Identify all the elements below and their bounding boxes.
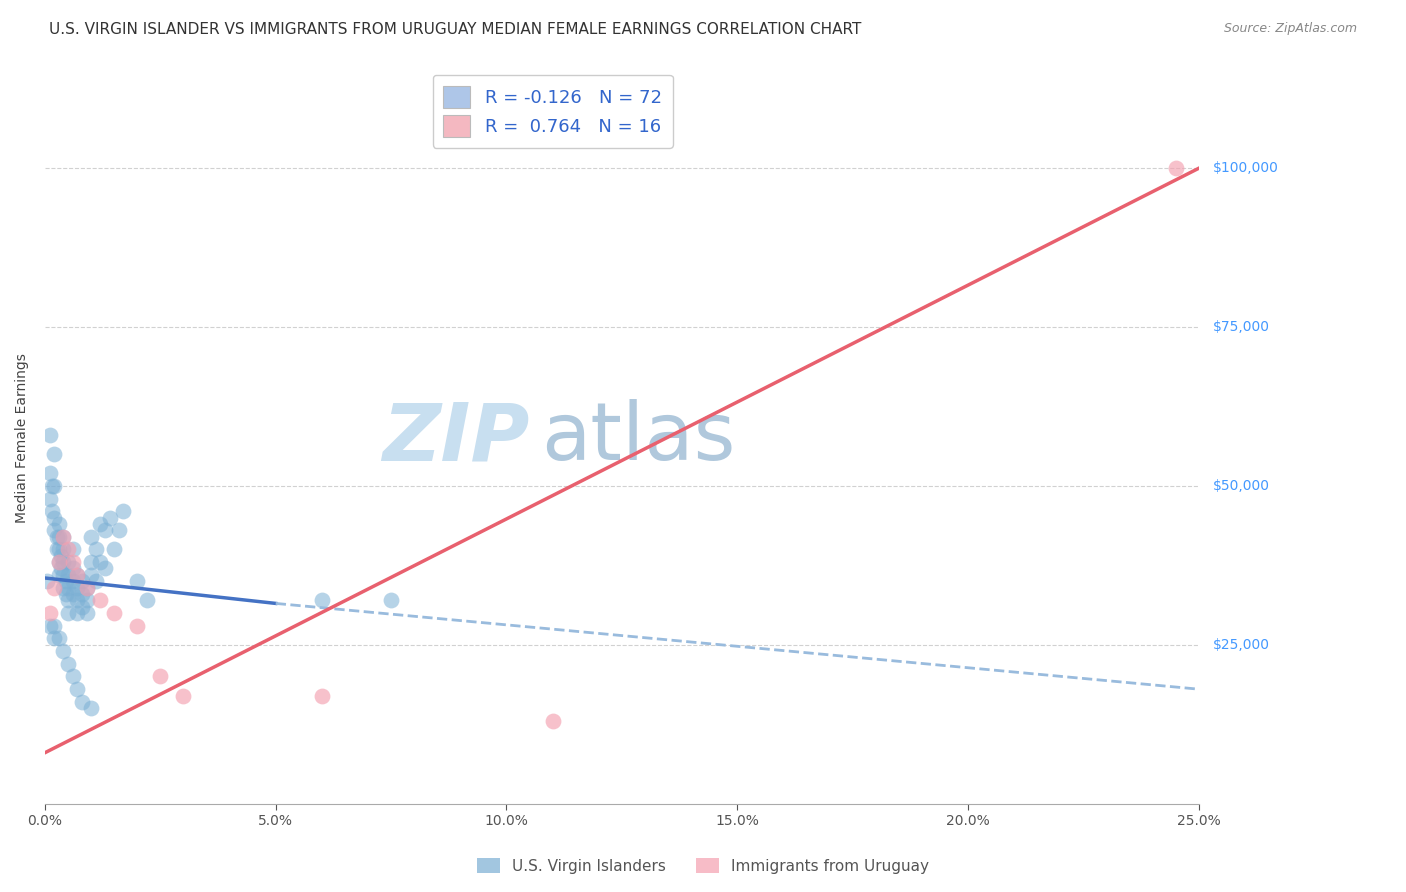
Point	[37, 574, 59, 589]
Point	[52, 567, 75, 582]
Point	[38, 466, 60, 480]
Point	[45, 530, 67, 544]
Point	[541, 714, 564, 728]
Point	[127, 618, 149, 632]
Point	[66, 682, 89, 697]
Point	[44, 447, 66, 461]
Point	[56, 567, 79, 582]
Point	[1164, 161, 1187, 176]
Point	[52, 581, 75, 595]
Point	[70, 695, 93, 709]
Point	[48, 567, 70, 582]
Point	[56, 555, 79, 569]
Point	[80, 555, 103, 569]
Point	[48, 516, 70, 531]
Point	[172, 689, 194, 703]
Point	[52, 530, 75, 544]
Point	[380, 593, 402, 607]
Text: atlas: atlas	[541, 400, 735, 477]
Point	[66, 581, 89, 595]
Point	[76, 581, 98, 595]
Point	[44, 479, 66, 493]
Point	[76, 593, 98, 607]
Point	[66, 606, 89, 620]
Point	[80, 567, 103, 582]
Legend: U.S. Virgin Islanders, Immigrants from Uruguay: U.S. Virgin Islanders, Immigrants from U…	[471, 852, 935, 880]
Point	[45, 542, 67, 557]
Text: $25,000: $25,000	[1212, 638, 1270, 652]
Point	[56, 657, 79, 671]
Point	[89, 593, 111, 607]
Point	[62, 574, 84, 589]
Point	[44, 524, 66, 538]
Point	[52, 542, 75, 557]
Point	[41, 504, 63, 518]
Point	[89, 516, 111, 531]
Point	[44, 581, 66, 595]
Point	[56, 606, 79, 620]
Point	[38, 428, 60, 442]
Point	[62, 669, 84, 683]
Point	[76, 606, 98, 620]
Point	[62, 587, 84, 601]
Point	[44, 632, 66, 646]
Point	[108, 524, 131, 538]
Point	[52, 644, 75, 658]
Point	[38, 491, 60, 506]
Point	[76, 581, 98, 595]
Point	[84, 574, 107, 589]
Point	[41, 479, 63, 493]
Point	[55, 574, 77, 589]
Point	[89, 555, 111, 569]
Point	[62, 542, 84, 557]
Point	[66, 567, 89, 582]
Point	[84, 542, 107, 557]
Point	[112, 504, 135, 518]
Point	[103, 606, 125, 620]
Point	[66, 567, 89, 582]
Point	[52, 555, 75, 569]
Point	[311, 593, 333, 607]
Point	[80, 701, 103, 715]
Y-axis label: Median Female Earnings: Median Female Earnings	[15, 353, 30, 524]
Point	[62, 561, 84, 575]
Point	[94, 561, 117, 575]
Point	[70, 574, 93, 589]
Point	[52, 530, 75, 544]
Point	[49, 549, 72, 563]
Text: Source: ZipAtlas.com: Source: ZipAtlas.com	[1223, 22, 1357, 36]
Text: $50,000: $50,000	[1212, 479, 1270, 493]
Point	[127, 574, 149, 589]
Point	[48, 632, 70, 646]
Legend: R = -0.126   N = 72, R =  0.764   N = 16: R = -0.126 N = 72, R = 0.764 N = 16	[433, 75, 672, 148]
Point	[48, 555, 70, 569]
Point	[55, 587, 77, 601]
Text: U.S. VIRGIN ISLANDER VS IMMIGRANTS FROM URUGUAY MEDIAN FEMALE EARNINGS CORRELATI: U.S. VIRGIN ISLANDER VS IMMIGRANTS FROM …	[49, 22, 862, 37]
Point	[103, 542, 125, 557]
Point	[56, 581, 79, 595]
Point	[70, 587, 93, 601]
Point	[38, 618, 60, 632]
Text: $100,000: $100,000	[1212, 161, 1278, 175]
Point	[48, 530, 70, 544]
Point	[98, 510, 121, 524]
Point	[62, 555, 84, 569]
Point	[80, 530, 103, 544]
Point	[149, 669, 172, 683]
Point	[38, 606, 60, 620]
Point	[66, 593, 89, 607]
Point	[44, 618, 66, 632]
Point	[56, 593, 79, 607]
Point	[48, 555, 70, 569]
Point	[49, 561, 72, 575]
Point	[56, 542, 79, 557]
Text: $75,000: $75,000	[1212, 320, 1270, 334]
Point	[135, 593, 157, 607]
Point	[311, 689, 333, 703]
Text: ZIP: ZIP	[382, 400, 530, 477]
Point	[44, 510, 66, 524]
Point	[48, 542, 70, 557]
Point	[70, 599, 93, 614]
Point	[94, 524, 117, 538]
